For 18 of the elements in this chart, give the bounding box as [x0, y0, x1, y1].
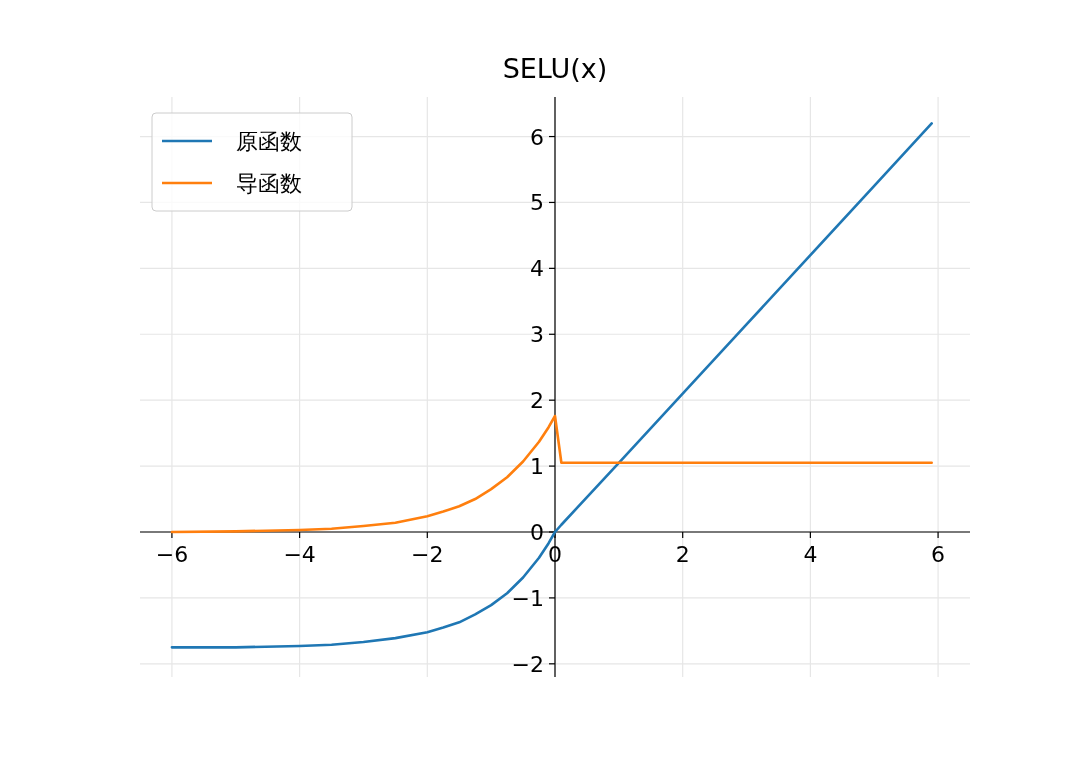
y-tick-label: 5 — [530, 190, 544, 216]
y-tick-label: 1 — [530, 454, 544, 480]
chart-title: SELU(x) — [502, 53, 608, 84]
x-tick-label: −2 — [411, 542, 444, 567]
y-tick-label: −2 — [511, 651, 544, 677]
legend-label: 原函数 — [236, 129, 302, 154]
y-tick-label: 6 — [530, 124, 544, 150]
x-tick-label: 2 — [675, 542, 690, 567]
y-tick-label: −1 — [511, 585, 544, 611]
y-tick-label: 2 — [530, 388, 544, 414]
y-tick-label: 3 — [530, 322, 544, 348]
x-tick-label: 4 — [803, 542, 818, 567]
legend-label: 导函数 — [236, 171, 302, 196]
y-tick-label: 4 — [530, 256, 544, 282]
y-tick-label: 0 — [530, 520, 544, 545]
x-tick-label: 6 — [931, 542, 946, 567]
x-tick-label: −4 — [283, 542, 316, 567]
x-tick-label: −6 — [155, 542, 189, 567]
